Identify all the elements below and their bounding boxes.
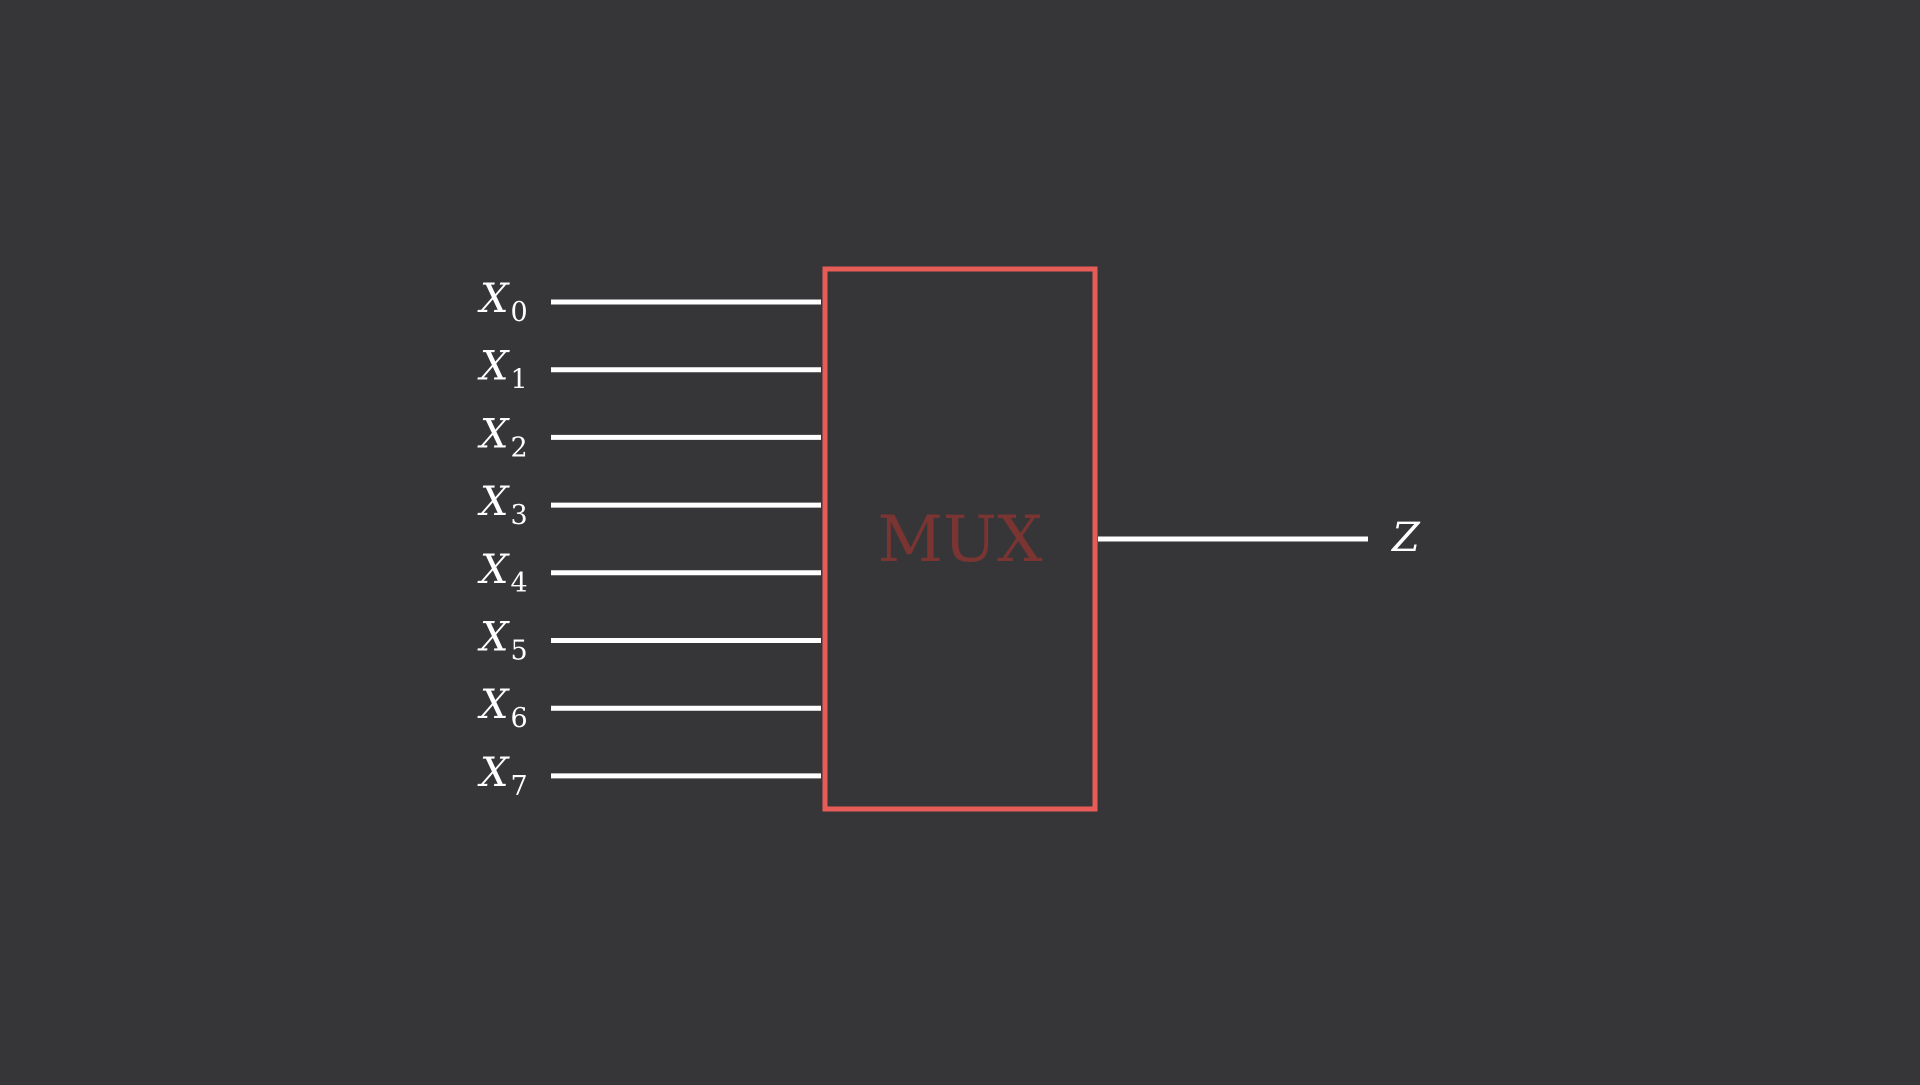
input-label-subscript: 4 — [510, 568, 527, 599]
input-label-base: X — [477, 411, 510, 457]
input-label-base: X — [477, 276, 510, 322]
input-label-base: X — [477, 479, 510, 525]
input-label-3: X3 — [477, 479, 528, 531]
input-label-subscript: 6 — [510, 703, 527, 734]
input-label-base: X — [477, 344, 510, 390]
input-label-5: X5 — [477, 615, 528, 667]
input-label-subscript: 0 — [510, 297, 527, 328]
input-label-subscript: 5 — [510, 636, 527, 667]
input-label-base: X — [477, 615, 510, 661]
input-label-subscript: 7 — [510, 771, 527, 802]
input-label-2: X2 — [477, 411, 528, 463]
input-label-4: X4 — [477, 547, 528, 599]
input-label-base: X — [477, 547, 510, 593]
input-label-7: X7 — [477, 750, 528, 802]
input-label-base: X — [477, 682, 510, 728]
input-label-subscript: 1 — [510, 365, 527, 396]
output-label: Z — [1390, 515, 1421, 561]
input-label-base: X — [477, 750, 510, 796]
input-label-subscript: 3 — [510, 500, 527, 531]
mux-label: MUX — [877, 503, 1042, 577]
input-label-0: X0 — [477, 276, 528, 328]
input-label-1: X1 — [477, 344, 528, 396]
input-label-subscript: 2 — [510, 432, 527, 463]
mux-box — [822, 266, 1098, 812]
input-label-6: X6 — [477, 682, 528, 734]
